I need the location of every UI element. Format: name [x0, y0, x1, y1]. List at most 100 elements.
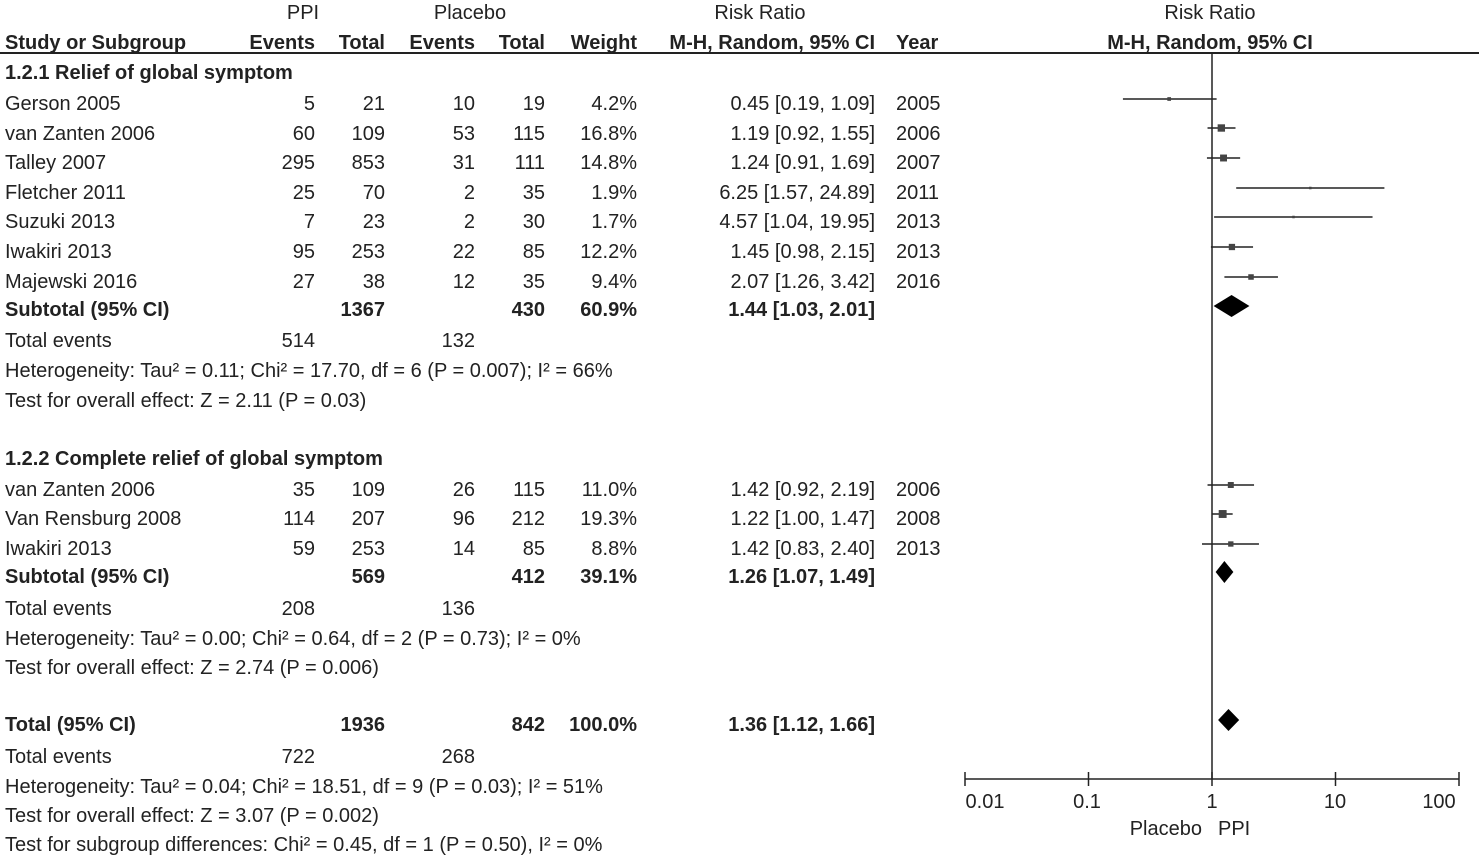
placebo-events: 96	[452, 508, 475, 530]
placebo-total: 85	[522, 538, 545, 560]
subtotal-placebo-total: 430	[511, 299, 545, 321]
ppi-total: 38	[362, 271, 385, 293]
risk-ratio-ci: 1.42 [0.92, 2.19]	[730, 479, 875, 501]
study-point	[1309, 186, 1312, 190]
year: 2013	[896, 211, 941, 233]
subtotal-weight: 39.1%	[580, 566, 637, 588]
ppi-events: 295	[281, 152, 315, 174]
tick-label-0.1: 0.1	[1073, 791, 1101, 813]
weight: 14.8%	[580, 152, 637, 174]
placebo-events: 22	[452, 241, 475, 263]
year: 2007	[896, 152, 941, 174]
header-ppi-events: Events	[249, 32, 315, 54]
study-name: Iwakiri 2013	[5, 241, 112, 263]
weight: 4.2%	[591, 93, 637, 115]
tick-label-10: 10	[1323, 791, 1347, 813]
ppi-events: 114	[283, 508, 315, 530]
study-point	[1227, 482, 1234, 488]
year: 2008	[896, 508, 941, 530]
ppi-total: 853	[351, 152, 385, 174]
ppi-total: 70	[362, 182, 385, 204]
total-events-placebo: 268	[441, 746, 475, 768]
year: 2006	[896, 123, 941, 145]
risk-ratio-ci: 1.42 [0.83, 2.40]	[730, 538, 875, 560]
ppi-total: 253	[351, 241, 385, 263]
subtotal-label: Subtotal (95% CI)	[5, 566, 170, 588]
study-name: Gerson 2005	[5, 93, 121, 115]
total-events-label: Total events	[5, 330, 112, 352]
risk-ratio-ci: 1.24 [0.91, 1.69]	[730, 152, 875, 174]
placebo-total: 212	[511, 508, 545, 530]
study-point	[1167, 97, 1172, 101]
total-ppi-total: 1936	[340, 714, 386, 736]
heterogeneity-text: Heterogeneity: Tau² = 0.00; Chi² = 0.64,…	[5, 628, 581, 650]
study-name: Van Rensburg 2008	[5, 508, 182, 530]
ppi-total: 109	[351, 479, 385, 501]
ppi-events: 59	[292, 538, 315, 560]
weight: 1.9%	[591, 182, 637, 204]
ppi-events: 7	[303, 211, 315, 233]
subtotal-ci: 1.26 [1.07, 1.49]	[728, 566, 875, 588]
header-risk-ratio-right: Risk Ratio	[1164, 2, 1256, 24]
total-weight: 100.0%	[569, 714, 637, 736]
subtotal-placebo-total: 412	[511, 566, 545, 588]
placebo-total: 19	[522, 93, 545, 115]
total-events-placebo: 136	[441, 598, 475, 620]
pooled-diamond	[1213, 295, 1250, 317]
ppi-total: 109	[351, 123, 385, 145]
header-ppi: PPI	[286, 2, 320, 24]
risk-ratio-ci: 4.57 [1.04, 19.95]	[719, 211, 875, 233]
ppi-total: 253	[351, 538, 385, 560]
total-ci: 1.36 [1.12, 1.66]	[728, 714, 875, 736]
tick-label-0.01: 0.01	[965, 791, 1005, 813]
pooled-diamond	[1215, 561, 1234, 583]
placebo-events: 12	[452, 271, 475, 293]
header-placebo-events: Events	[409, 32, 475, 54]
ppi-events: 25	[292, 182, 315, 204]
header-ppi-total: Total	[338, 32, 385, 54]
risk-ratio-ci: 1.19 [0.92, 1.55]	[730, 123, 875, 145]
placebo-total: 85	[522, 241, 545, 263]
ppi-total: 207	[351, 508, 385, 530]
ppi-events: 95	[292, 241, 315, 263]
ppi-events: 27	[292, 271, 315, 293]
risk-ratio-ci: 0.45 [0.19, 1.09]	[730, 93, 875, 115]
header-placebo-total: Total	[498, 32, 545, 54]
study-point	[1228, 243, 1236, 251]
study-name: Talley 2007	[5, 152, 107, 174]
subtotal-ppi-total: 1367	[340, 299, 386, 321]
ppi-total: 23	[362, 211, 385, 233]
risk-ratio-ci: 6.25 [1.57, 24.89]	[719, 182, 875, 204]
header-risk-ratio-left: Risk Ratio	[714, 2, 806, 24]
weight: 19.3%	[580, 508, 637, 530]
overall-effect-text: Test for overall effect: Z = 2.74 (P = 0…	[5, 657, 379, 679]
placebo-total: 35	[522, 182, 545, 204]
subtotal-ci: 1.44 [1.03, 2.01]	[728, 299, 875, 321]
study-name: van Zanten 2006	[5, 123, 156, 145]
year: 2006	[896, 479, 941, 501]
subtotal-ppi-total: 569	[351, 566, 385, 588]
header-method-right: M-H, Random, 95% CI	[1107, 32, 1313, 54]
study-name: van Zanten 2006	[5, 479, 156, 501]
study-name: Majewski 2016	[5, 271, 138, 293]
study-name: Suzuki 2013	[5, 211, 116, 233]
ppi-events: 5	[303, 93, 315, 115]
weight: 8.8%	[591, 538, 637, 560]
header-year: Year	[896, 32, 939, 54]
favours-placebo-label: Placebo	[1129, 818, 1202, 840]
study-point	[1292, 215, 1295, 219]
weight: 11.0%	[581, 479, 637, 501]
weight: 9.4%	[591, 271, 637, 293]
study-point	[1218, 510, 1227, 518]
study-point	[1248, 274, 1254, 280]
risk-ratio-ci: 2.07 [1.26, 3.42]	[730, 271, 875, 293]
subgroup-title: 1.2.1 Relief of global symptom	[5, 62, 293, 84]
weight: 1.7%	[591, 211, 637, 233]
heterogeneity-text: Heterogeneity: Tau² = 0.11; Chi² = 17.70…	[5, 360, 613, 382]
heterogeneity-text: Heterogeneity: Tau² = 0.04; Chi² = 18.51…	[5, 776, 603, 798]
study-point	[1217, 124, 1226, 132]
study-name: Iwakiri 2013	[5, 538, 112, 560]
risk-ratio-ci: 1.22 [1.00, 1.47]	[730, 508, 875, 530]
placebo-events: 2	[463, 182, 475, 204]
